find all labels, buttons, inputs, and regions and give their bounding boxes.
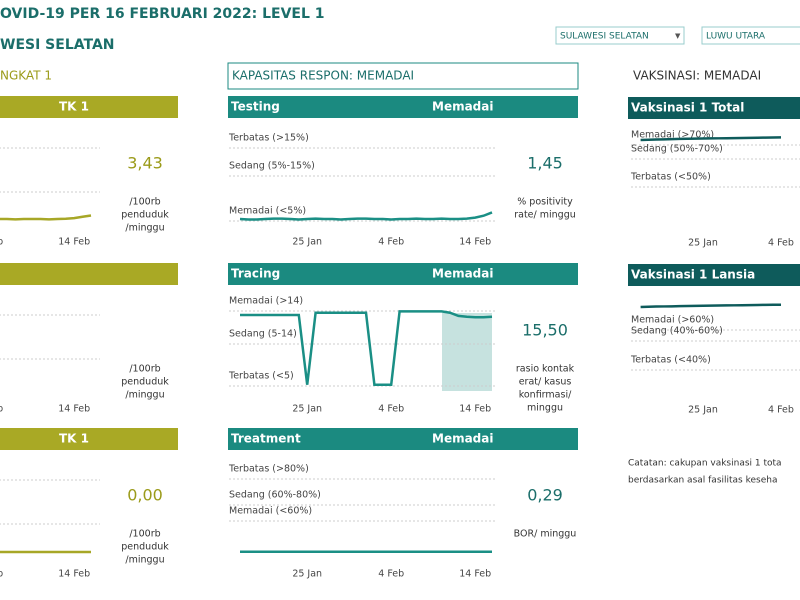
band-label: Sedang (5%-15%)	[229, 161, 315, 172]
panel-status: Memadai	[432, 432, 493, 446]
filter-box[interactable]	[555, 26, 685, 45]
trend-line	[640, 303, 781, 309]
metric-unit: /minggu	[125, 390, 164, 401]
metric-unit: % positivity	[517, 197, 573, 208]
trend-line	[0, 214, 92, 221]
band-label: Terbatas (>15%)	[228, 133, 309, 144]
x-tick-label: 14 Feb	[459, 569, 491, 580]
band-label: Memadai (<5%)	[229, 206, 306, 217]
x-tick-label: 25 Jan	[292, 237, 322, 248]
panel-header	[628, 97, 800, 119]
x-tick-label: 14 Feb	[58, 404, 90, 415]
band-label: Sedang (40%-60%)	[631, 326, 723, 337]
section-heading: NGKAT 1	[0, 69, 52, 83]
filter-value: LUWU UTARA	[706, 32, 766, 42]
panel-title: TK 1	[59, 432, 89, 446]
metric-value: 3,43	[127, 154, 163, 173]
panel-header	[0, 96, 178, 118]
x-tick-label: 25 Jan	[688, 238, 718, 249]
section-heading: VAKSINASI: MEMADAI	[633, 69, 761, 83]
region-title: WESI SELATAN	[0, 37, 115, 53]
x-tick-label: 14 Feb	[459, 237, 491, 248]
x-tick-label: 4 Feb	[0, 404, 3, 415]
filter-value: SULAWESI SELATAN	[560, 32, 649, 42]
panel-header	[0, 263, 178, 285]
metric-unit: erat/ kasus	[519, 377, 572, 388]
note: berdasarkan asal fasilitas keseha	[628, 476, 777, 486]
metric-value: 15,50	[522, 321, 568, 340]
band-label: Memadai (>70%)	[631, 130, 714, 141]
metric-unit: penduduk	[121, 377, 169, 388]
panel-header	[228, 96, 578, 118]
x-tick-label: 4 Feb	[378, 404, 404, 415]
band-label: Terbatas (<40%)	[630, 355, 711, 366]
band-label: Memadai (>60%)	[631, 315, 714, 326]
panel-title: Tracing	[231, 267, 280, 281]
panel-status: Memadai	[432, 100, 493, 114]
band-label: Terbatas (<5)	[228, 371, 294, 382]
trend-line	[239, 211, 493, 221]
panel-header	[628, 264, 800, 286]
x-tick-label: 4 Feb	[0, 569, 3, 580]
note: Catatan: cakupan vaksinasi 1 tota	[628, 459, 782, 469]
x-tick-label: 14 Feb	[58, 237, 90, 248]
x-tick-label: 4 Feb	[768, 238, 794, 249]
trend-line	[640, 136, 782, 142]
panel-title: TK 1	[59, 100, 89, 114]
band-label: Sedang (60%-80%)	[229, 490, 321, 501]
metric-unit: minggu	[527, 403, 563, 414]
metric-unit: konfirmasi/	[519, 390, 572, 401]
metric-unit: /minggu	[125, 555, 164, 566]
band-label: Memadai (>14)	[229, 296, 303, 307]
dropdown-arrow: ▼	[675, 32, 681, 40]
metric-value: 0,29	[527, 486, 563, 505]
metric-unit: BOR/ minggu	[514, 529, 577, 540]
panel-header	[0, 428, 178, 450]
x-tick-label: 14 Feb	[459, 404, 491, 415]
x-tick-label: 14 Feb	[58, 569, 90, 580]
x-tick-label: 25 Jan	[292, 404, 322, 415]
band-label: Sedang (5-14)	[229, 329, 297, 340]
highlight-period	[442, 313, 492, 391]
heading-box	[227, 62, 579, 90]
x-tick-label: 25 Jan	[292, 569, 322, 580]
panel-title: Treatment	[231, 432, 301, 446]
panel-header	[228, 428, 578, 450]
panel-title: Testing	[231, 100, 280, 114]
trend-line	[240, 310, 493, 386]
metric-unit: /100rb	[129, 364, 160, 375]
metric-unit: penduduk	[121, 542, 169, 553]
band-label: Terbatas (>80%)	[228, 464, 309, 475]
metric-unit: rate/ minggu	[514, 210, 576, 221]
metric-unit: /minggu	[125, 223, 164, 234]
x-tick-label: 4 Feb	[0, 237, 3, 248]
panel-title: Vaksinasi 1 Lansia	[631, 268, 755, 282]
band-label: Memadai (<60%)	[229, 506, 312, 517]
metric-value: 1,45	[527, 154, 563, 173]
metric-unit: /100rb	[129, 529, 160, 540]
section-heading: KAPASITAS RESPON: MEMADAI	[232, 69, 414, 83]
metric-unit: /100rb	[129, 197, 160, 208]
metric-value: 0,00	[127, 486, 163, 505]
panel-header	[228, 263, 578, 285]
page-title: OVID-19 PER 16 FEBRUARI 2022: LEVEL 1	[0, 6, 325, 22]
x-tick-label: 25 Jan	[688, 405, 718, 416]
panel-status: Memadai	[432, 267, 493, 281]
band-label: Sedang (50%-70%)	[631, 144, 723, 155]
x-tick-label: 4 Feb	[768, 405, 794, 416]
metric-unit: penduduk	[121, 210, 169, 221]
panel-title: Vaksinasi 1 Total	[631, 101, 744, 115]
metric-unit: rasio kontak	[516, 364, 575, 375]
x-tick-label: 4 Feb	[378, 569, 404, 580]
x-tick-label: 4 Feb	[378, 237, 404, 248]
filter-box[interactable]	[701, 26, 800, 45]
band-label: Terbatas (<50%)	[630, 172, 711, 183]
